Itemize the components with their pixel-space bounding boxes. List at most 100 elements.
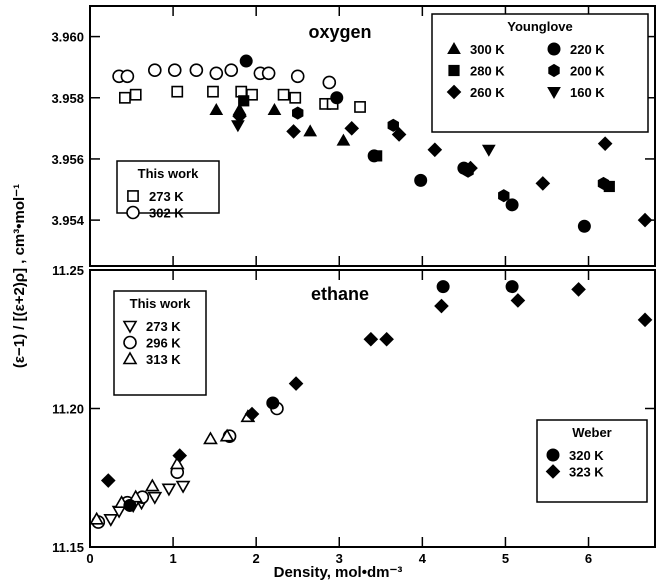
oxygen-y-tick-label: 3.960 bbox=[51, 30, 84, 45]
data-point bbox=[167, 63, 182, 78]
data-point bbox=[224, 63, 239, 78]
data-point bbox=[219, 428, 235, 442]
legend-title: This work bbox=[130, 296, 191, 311]
data-point bbox=[203, 431, 218, 445]
legend-title: Younglove bbox=[507, 19, 572, 34]
data-point bbox=[535, 176, 551, 191]
data-point bbox=[209, 66, 224, 81]
data-point bbox=[436, 280, 450, 294]
legend-marker-triangle-down bbox=[122, 320, 138, 334]
data-point bbox=[303, 124, 318, 137]
legend-marker-diamond bbox=[446, 84, 462, 100]
x-tick-label: 5 bbox=[502, 551, 509, 566]
data-point bbox=[637, 212, 653, 228]
x-axis-label: Density, mol•dm⁻³ bbox=[274, 564, 403, 581]
data-point bbox=[123, 498, 137, 512]
legend-label: 302 K bbox=[149, 206, 184, 221]
data-point bbox=[89, 511, 105, 525]
data-point bbox=[571, 282, 586, 297]
oxygen-series-200k-hexagon bbox=[292, 106, 610, 203]
legend-title: This work bbox=[138, 166, 199, 181]
oxygen-y-tick-label: 3.956 bbox=[51, 152, 84, 167]
legend-marker-square bbox=[127, 190, 139, 202]
data-point bbox=[637, 312, 653, 328]
data-point bbox=[336, 133, 351, 146]
data-point bbox=[427, 142, 443, 158]
data-point bbox=[238, 95, 250, 107]
data-point bbox=[118, 91, 131, 104]
x-tick-label: 4 bbox=[419, 551, 427, 566]
legend-marker-triangle-down bbox=[547, 87, 561, 100]
data-point bbox=[481, 144, 496, 157]
data-point bbox=[244, 406, 260, 422]
data-point bbox=[434, 298, 449, 314]
data-point bbox=[597, 136, 613, 151]
ethane-y-tick-label: 11.20 bbox=[52, 402, 84, 417]
data-point bbox=[231, 120, 245, 133]
data-point bbox=[330, 91, 344, 105]
oxygen-panel-title: oxygen bbox=[308, 22, 371, 42]
legend-marker-triangle bbox=[122, 351, 138, 365]
data-point bbox=[387, 118, 399, 132]
data-point bbox=[379, 331, 394, 347]
x-tick-label: 1 bbox=[169, 551, 176, 566]
data-point bbox=[172, 448, 188, 463]
x-tick-label: 2 bbox=[253, 551, 260, 566]
legend-marker-hexagon bbox=[548, 63, 560, 78]
data-point bbox=[266, 396, 280, 410]
oxygen-series-302k-circle bbox=[112, 63, 337, 90]
data-point bbox=[128, 489, 144, 503]
data-point bbox=[344, 121, 360, 136]
data-point bbox=[597, 176, 610, 190]
data-point bbox=[235, 85, 248, 98]
ethane-y-tick-label: 11.15 bbox=[52, 540, 84, 555]
data-point bbox=[288, 376, 304, 391]
legend-label: 220 K bbox=[570, 42, 605, 57]
legend-marker-diamond bbox=[545, 464, 561, 479]
x-tick-label: 3 bbox=[336, 551, 343, 566]
data-point bbox=[207, 85, 219, 98]
oxygen-legend-this-work: This work 273 K 302 K bbox=[116, 160, 220, 221]
data-point bbox=[367, 149, 381, 163]
data-point bbox=[414, 173, 428, 187]
ethane-series-320k-circle bbox=[123, 280, 519, 512]
legend-label: 160 K bbox=[570, 85, 605, 100]
data-point bbox=[144, 478, 160, 492]
oxygen-series-160k-triangle-down bbox=[231, 120, 496, 157]
legend-label: 273 K bbox=[149, 189, 184, 204]
legend-frame bbox=[431, 13, 649, 133]
legend-label: 300 K bbox=[470, 42, 505, 57]
legend-label: 320 K bbox=[569, 448, 604, 463]
ethane-series-323k-diamond bbox=[100, 282, 653, 488]
oxygen-plot-frame bbox=[89, 5, 656, 267]
data-point bbox=[129, 88, 142, 101]
oxygen-series-273k-square bbox=[118, 85, 366, 113]
data-point bbox=[505, 280, 519, 294]
y-axis-label: (ε−1) / [(ε+2)ρ] , cm³•mol⁻¹ bbox=[11, 184, 28, 368]
data-point bbox=[148, 63, 162, 78]
legend-label: 260 K bbox=[470, 85, 505, 100]
data-point bbox=[267, 102, 282, 115]
data-point bbox=[209, 102, 224, 115]
data-point bbox=[239, 54, 253, 68]
legend-marker-triangle bbox=[447, 41, 461, 54]
legend-marker-circle bbox=[547, 42, 561, 56]
data-point bbox=[189, 63, 204, 78]
legend-marker-square bbox=[448, 64, 460, 77]
data-point bbox=[289, 91, 302, 104]
data-point bbox=[169, 456, 185, 470]
ethane-y-tick-label: 11.25 bbox=[52, 263, 84, 278]
ethane-legend-weber: Weber 320 K 323 K bbox=[536, 419, 648, 503]
data-point bbox=[171, 85, 184, 98]
legend-label: 273 K bbox=[146, 319, 181, 334]
legend-label: 296 K bbox=[146, 336, 181, 351]
data-point bbox=[103, 513, 119, 527]
data-point bbox=[161, 483, 177, 497]
oxygen-series-220k-circle bbox=[239, 54, 591, 233]
legend-label: 280 K bbox=[470, 64, 505, 79]
data-point bbox=[261, 66, 276, 81]
legend-label: 313 K bbox=[146, 352, 181, 367]
data-point bbox=[277, 88, 290, 101]
